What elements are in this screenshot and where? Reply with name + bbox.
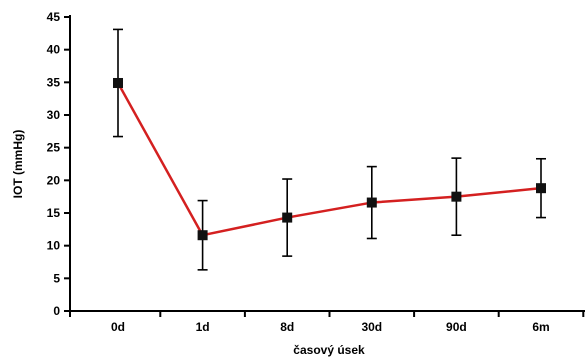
y-tick-label: 5 bbox=[53, 271, 60, 285]
y-tick-label: 45 bbox=[47, 10, 61, 24]
x-axis-title: časový úsek bbox=[293, 343, 365, 357]
y-tick-label: 0 bbox=[53, 304, 60, 318]
x-ticks: 0d 1d 8d 30d 90d 6m bbox=[69, 311, 585, 334]
y-tick-label: 25 bbox=[47, 141, 61, 155]
x-tick-label: 1d bbox=[196, 320, 210, 334]
y-tick-label: 40 bbox=[47, 43, 61, 57]
data-markers bbox=[113, 77, 546, 241]
y-tick-label: 30 bbox=[47, 108, 61, 122]
y-tick-label: 15 bbox=[47, 206, 61, 220]
series-line bbox=[116, 82, 542, 237]
x-tick-label: 90d bbox=[446, 320, 467, 334]
y-axis-title: IOT (mmHg) bbox=[11, 130, 25, 199]
data-point bbox=[366, 197, 377, 208]
x-tick-label: 6m bbox=[532, 320, 549, 334]
data-point bbox=[451, 191, 462, 202]
data-point bbox=[113, 77, 123, 88]
y-tick-label: 35 bbox=[47, 75, 61, 89]
y-ticks: 0 5 10 15 20 25 30 35 40 45 bbox=[47, 10, 70, 318]
x-tick-label: 30d bbox=[361, 320, 382, 334]
axes bbox=[69, 15, 585, 312]
y-tick-label: 20 bbox=[47, 173, 61, 187]
series-line-group bbox=[116, 82, 542, 237]
data-point bbox=[282, 212, 293, 223]
x-tick-label: 0d bbox=[111, 320, 125, 334]
y-tick-label: 10 bbox=[47, 239, 61, 253]
data-point bbox=[197, 230, 208, 241]
x-tick-label: 8d bbox=[280, 320, 294, 334]
error-bars bbox=[113, 28, 546, 271]
data-point bbox=[536, 183, 546, 194]
